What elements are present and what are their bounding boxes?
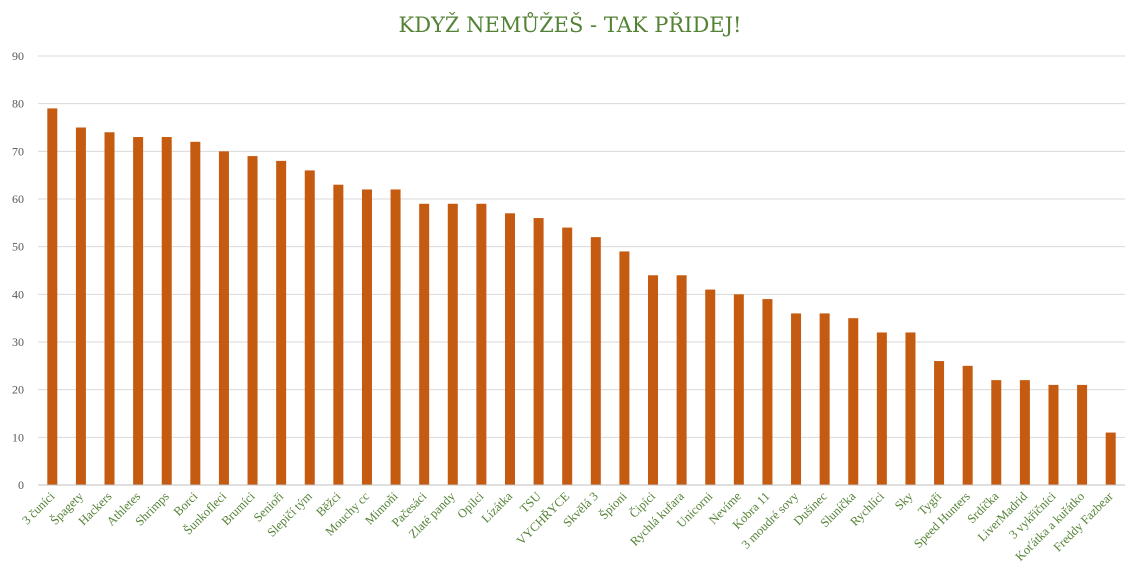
bar-8	[247, 156, 258, 485]
bar-16	[476, 203, 487, 485]
y-tick-label: 20	[12, 383, 24, 397]
bar-2	[75, 127, 86, 485]
x-tick-label: Špioni	[597, 489, 630, 522]
bar-21	[619, 251, 630, 485]
bar-6	[190, 141, 201, 486]
bar-15	[447, 203, 458, 485]
bar-22	[648, 275, 659, 485]
y-tick-label: 90	[12, 49, 24, 63]
bar-5	[161, 137, 172, 486]
bar-31	[905, 332, 916, 485]
bar-13	[390, 189, 401, 485]
bar-19	[562, 227, 573, 485]
bar-35	[1019, 380, 1030, 485]
y-tick-label: 0	[18, 478, 24, 492]
bar-38	[1105, 432, 1116, 485]
y-tick-label: 60	[12, 192, 24, 206]
bar-12	[361, 189, 372, 485]
bar-32	[934, 361, 945, 485]
x-tick-label: Lízátka	[479, 489, 516, 526]
bar-30	[876, 332, 887, 485]
bar-18	[533, 218, 544, 486]
chart-title: KDYŽ NEMŮŽEŠ - TAK PŘIDEJ!	[399, 12, 742, 37]
bar-29	[848, 318, 859, 485]
bar-3	[104, 132, 115, 485]
y-tick-label: 50	[12, 240, 24, 254]
bar-7	[218, 151, 229, 486]
bar-11	[333, 184, 344, 485]
bar-17	[504, 213, 515, 486]
x-tick-label: Sky	[892, 489, 916, 513]
y-axis-ticks: 0 10 20 30 40 50 60 70 80 90	[12, 49, 24, 492]
bar-1	[47, 108, 58, 485]
bar-36	[1048, 384, 1059, 485]
bar-23	[676, 275, 687, 485]
bar-26	[762, 299, 773, 485]
bar-9	[276, 160, 287, 485]
bar-37	[1077, 384, 1088, 485]
bar-14	[419, 203, 430, 485]
y-tick-label: 80	[12, 97, 24, 111]
bar-24	[705, 289, 716, 485]
bar-33	[962, 365, 973, 485]
gridlines	[38, 55, 1125, 438]
bar-10	[304, 170, 315, 485]
y-tick-label: 70	[12, 144, 24, 158]
y-tick-label: 40	[12, 287, 24, 301]
bar-28	[819, 313, 830, 485]
x-tick-label: Brumíci	[219, 489, 258, 528]
bar-34	[991, 380, 1002, 485]
bar-20	[590, 237, 601, 485]
bar-27	[791, 313, 802, 485]
y-tick-label: 10	[12, 430, 24, 444]
bars	[47, 108, 1116, 486]
bar-25	[733, 294, 744, 485]
y-tick-label: 30	[12, 335, 24, 349]
bar-4	[133, 137, 144, 486]
